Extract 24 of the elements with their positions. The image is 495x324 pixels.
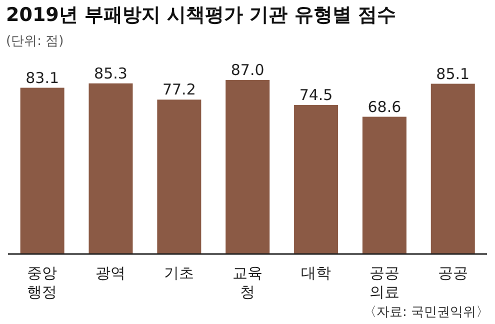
data-label: 87.0 xyxy=(230,61,264,79)
data-label: 85.1 xyxy=(436,64,470,83)
x-tick-label: 중앙 행정 xyxy=(27,264,58,301)
bar xyxy=(362,116,406,254)
data-label: 83.1 xyxy=(26,68,60,87)
bar xyxy=(88,83,133,254)
data-label: 74.5 xyxy=(299,86,333,104)
chart-subtitle: (단위: 점) xyxy=(6,33,64,50)
x-tick-label: 공공 의료 xyxy=(369,264,400,301)
bar xyxy=(20,88,64,254)
x-tick-label: 교육 청 xyxy=(232,264,262,301)
chart-title: 2019년 부패방지 시책평가 기관 유형별 점수 xyxy=(6,3,396,28)
bar xyxy=(430,84,475,254)
bar xyxy=(157,100,202,254)
bar xyxy=(226,80,270,254)
data-label: 77.2 xyxy=(162,80,196,99)
x-tick-label: 대학 xyxy=(300,264,331,282)
x-tick-label: 공공 xyxy=(438,264,468,282)
bar xyxy=(294,105,338,254)
x-tick-label: 광역 xyxy=(96,264,126,282)
data-label: 85.3 xyxy=(94,64,128,82)
data-label: 68.6 xyxy=(368,98,402,116)
x-tick-label: 기초 xyxy=(164,264,194,282)
text: 〈자료: 국민권익위〉 xyxy=(363,304,489,321)
